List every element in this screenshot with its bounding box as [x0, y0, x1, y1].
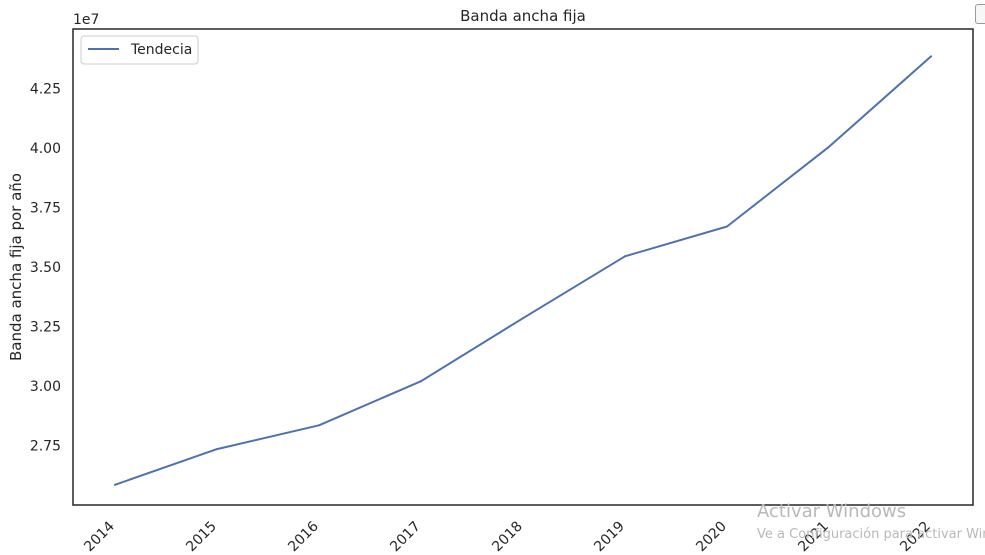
legend: Tendecia — [80, 35, 199, 65]
window-edge-tab — [975, 4, 985, 24]
x-tick-label: 2019 — [591, 519, 628, 555]
data-point — [114, 483, 116, 486]
y-tick-label: 4.00 — [30, 141, 61, 157]
y-tick-label: 3.25 — [30, 320, 61, 336]
data-point — [624, 255, 626, 258]
x-tick-label: 2018 — [489, 519, 526, 555]
y-tick-label: 2.75 — [30, 439, 61, 455]
y-offset-text: 1e7 — [73, 12, 99, 28]
data-point — [522, 317, 524, 320]
x-tick-label: 2017 — [387, 519, 424, 555]
data-point — [930, 55, 932, 58]
data-point — [828, 145, 830, 148]
x-tick-label: 2014 — [81, 518, 118, 555]
watermark-title: Activar Windows — [757, 501, 906, 522]
legend-label: Tendecia — [130, 42, 192, 58]
plot-frame — [72, 28, 974, 506]
y-tick-label: 4.25 — [30, 82, 61, 98]
data-point — [420, 380, 422, 383]
chart-title: Banda ancha fija — [460, 7, 586, 25]
data-point — [726, 225, 728, 228]
legend-box — [80, 35, 199, 65]
series-layer — [114, 55, 932, 486]
x-tick-label: 2020 — [693, 519, 730, 555]
series-line — [114, 55, 932, 486]
x-tick-label: 2016 — [285, 518, 322, 555]
y-ticks: 2.75 3.00 3.25 3.50 3.75 4.00 4.25 — [30, 82, 61, 455]
data-point — [216, 448, 218, 451]
y-tick-label: 3.75 — [30, 201, 61, 217]
y-tick-label: 3.50 — [30, 260, 61, 276]
watermark-subtitle: Ve a Configuración para activar Windows. — [757, 527, 985, 542]
x-tick-label: 2015 — [183, 519, 220, 555]
y-tick-label: 3.00 — [30, 379, 61, 395]
y-axis-label: Banda ancha fija por año — [7, 173, 25, 361]
data-point — [318, 424, 320, 427]
